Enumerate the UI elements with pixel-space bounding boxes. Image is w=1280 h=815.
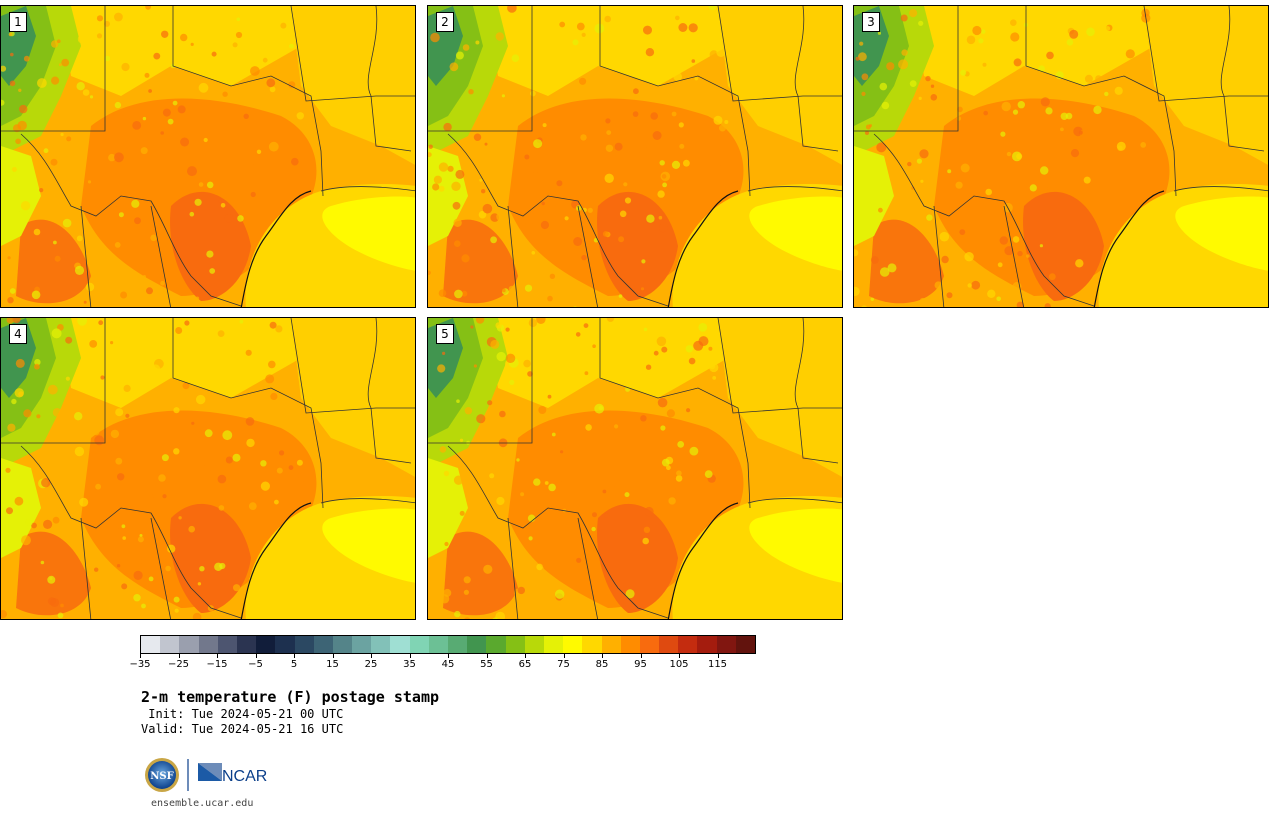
colorbar-swatch bbox=[352, 636, 372, 653]
colorbar-tick-label: 65 bbox=[518, 659, 532, 670]
colorbar-swatch bbox=[620, 636, 640, 653]
colorbar-swatch bbox=[332, 636, 353, 653]
map-panel-2: 2 bbox=[427, 5, 843, 308]
colorbar-swatch bbox=[524, 636, 544, 653]
colorbar-swatch bbox=[390, 636, 410, 653]
svg-text:NCAR: NCAR bbox=[222, 768, 267, 785]
colorbar-tick bbox=[448, 654, 449, 658]
colorbar-tick bbox=[486, 654, 488, 658]
colorbar-tick-label: 5 bbox=[290, 659, 298, 670]
panel-number: 5 bbox=[436, 324, 454, 344]
colorbar-tick bbox=[679, 654, 680, 658]
colorbar-tick bbox=[294, 654, 295, 658]
colorbar-swatch bbox=[236, 636, 257, 653]
colorbar-tick bbox=[140, 654, 141, 658]
colorbar-tick-label: 25 bbox=[364, 659, 378, 670]
panel-number: 2 bbox=[436, 12, 454, 32]
colorbar-tick-label: −35 bbox=[129, 659, 151, 670]
colorbar-swatch bbox=[486, 636, 506, 653]
colorbar-swatch bbox=[313, 636, 333, 653]
colorbar-tick bbox=[602, 654, 603, 658]
colorbar-tick bbox=[563, 654, 565, 658]
colorbar-swatch bbox=[467, 636, 487, 653]
nsf-ncar-logo-icon: NSF NCAR bbox=[145, 758, 267, 792]
temperature-map bbox=[428, 6, 842, 307]
colorbar-ticks: −35 −25 −15 −5 5 15 25 35 45 55 65 75 85 95 105 115 bbox=[129, 654, 756, 674]
colorbar-swatch bbox=[275, 636, 295, 653]
init-time: Init: Tue 2024-05-21 00 UTC bbox=[141, 707, 344, 721]
colorbar-tick bbox=[255, 654, 257, 658]
colorbar-tick-label: 95 bbox=[634, 659, 647, 670]
colorbar-swatch bbox=[678, 636, 698, 653]
map-panel-3: 3 bbox=[853, 5, 1269, 308]
temperature-map bbox=[1, 6, 415, 307]
colorbar-swatch bbox=[141, 636, 161, 653]
colorbar-swatch bbox=[505, 636, 525, 653]
colorbar-tick bbox=[217, 654, 218, 658]
colorbar-swatch bbox=[601, 636, 621, 653]
colorbar-swatch bbox=[563, 636, 583, 653]
map-panel-1: 1 bbox=[0, 5, 416, 308]
temperature-map bbox=[1, 318, 415, 619]
map-panel-5: 5 bbox=[427, 317, 843, 620]
colorbar-swatch bbox=[217, 636, 237, 653]
colorbar-tick-label: 75 bbox=[557, 659, 570, 670]
colorbar-tick-label: −15 bbox=[206, 659, 228, 670]
colorbar-tick-label: 55 bbox=[480, 659, 493, 670]
colorbar-tick bbox=[640, 654, 642, 658]
temperature-map bbox=[854, 6, 1268, 307]
colorbar-tick-label: 115 bbox=[707, 659, 728, 670]
colorbar-tick bbox=[332, 654, 334, 658]
colorbar bbox=[140, 635, 756, 654]
colorbar-swatch bbox=[716, 636, 736, 653]
colorbar-swatch bbox=[582, 636, 602, 653]
colorbar-swatch bbox=[294, 636, 314, 653]
map-panel-4: 4 bbox=[0, 317, 416, 620]
colorbar-swatch bbox=[198, 636, 218, 653]
colorbar-swatch bbox=[659, 636, 679, 653]
colorbar-swatch bbox=[179, 636, 199, 653]
colorbar-tick-label: 105 bbox=[669, 659, 689, 670]
colorbar-tick-label: 85 bbox=[595, 659, 609, 670]
colorbar-tick bbox=[371, 654, 372, 658]
panel-number: 3 bbox=[862, 12, 880, 32]
panel-number: 4 bbox=[9, 324, 27, 344]
chart-title: 2-m temperature (F) postage stamp bbox=[141, 688, 440, 706]
colorbar-swatch bbox=[448, 636, 468, 653]
colorbar-tick bbox=[717, 654, 719, 658]
valid-time: Valid: Tue 2024-05-21 16 UTC bbox=[141, 722, 344, 736]
colorbar-swatch bbox=[735, 636, 755, 653]
site-url: ensemble.ucar.edu bbox=[151, 798, 254, 809]
colorbar-tick-label: 35 bbox=[403, 659, 416, 670]
colorbar-swatch bbox=[256, 636, 276, 653]
colorbar-tick bbox=[178, 654, 180, 658]
colorbar-tick-label: −5 bbox=[248, 659, 263, 670]
colorbar-tick bbox=[525, 654, 526, 658]
logos: NSF NCAR bbox=[144, 757, 284, 793]
colorbar-swatch bbox=[409, 636, 429, 653]
colorbar-swatch bbox=[543, 636, 564, 653]
svg-text:NSF: NSF bbox=[150, 771, 173, 782]
colorbar-swatch bbox=[428, 636, 448, 653]
colorbar-tick bbox=[409, 654, 411, 658]
colorbar-tick-label: 45 bbox=[441, 659, 455, 670]
colorbar-swatch bbox=[160, 636, 180, 653]
colorbar-swatch bbox=[639, 636, 660, 653]
colorbar-tick-label: −25 bbox=[167, 659, 190, 670]
colorbar-swatch bbox=[371, 636, 391, 653]
colorbar-tick-label: 15 bbox=[326, 659, 339, 670]
panel-number: 1 bbox=[9, 12, 27, 32]
colorbar-swatch bbox=[697, 636, 717, 653]
temperature-map bbox=[428, 318, 842, 619]
